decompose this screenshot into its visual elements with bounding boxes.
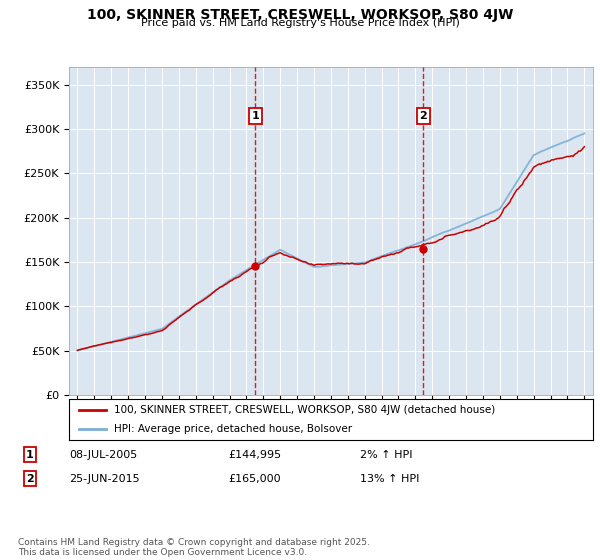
Text: HPI: Average price, detached house, Bolsover: HPI: Average price, detached house, Bols… — [113, 424, 352, 433]
Text: 25-JUN-2015: 25-JUN-2015 — [69, 474, 140, 484]
Text: 100, SKINNER STREET, CRESWELL, WORKSOP, S80 4JW (detached house): 100, SKINNER STREET, CRESWELL, WORKSOP, … — [113, 405, 495, 415]
Text: Contains HM Land Registry data © Crown copyright and database right 2025.
This d: Contains HM Land Registry data © Crown c… — [18, 538, 370, 557]
Text: 2% ↑ HPI: 2% ↑ HPI — [360, 450, 413, 460]
Text: £165,000: £165,000 — [228, 474, 281, 484]
Text: 1: 1 — [251, 111, 259, 121]
Text: 2: 2 — [419, 111, 427, 121]
Text: Price paid vs. HM Land Registry's House Price Index (HPI): Price paid vs. HM Land Registry's House … — [140, 18, 460, 29]
Text: 08-JUL-2005: 08-JUL-2005 — [69, 450, 137, 460]
Text: 100, SKINNER STREET, CRESWELL, WORKSOP, S80 4JW: 100, SKINNER STREET, CRESWELL, WORKSOP, … — [87, 8, 513, 22]
Text: £144,995: £144,995 — [228, 450, 281, 460]
Text: 2: 2 — [26, 474, 34, 484]
Text: 13% ↑ HPI: 13% ↑ HPI — [360, 474, 419, 484]
Text: 1: 1 — [26, 450, 34, 460]
